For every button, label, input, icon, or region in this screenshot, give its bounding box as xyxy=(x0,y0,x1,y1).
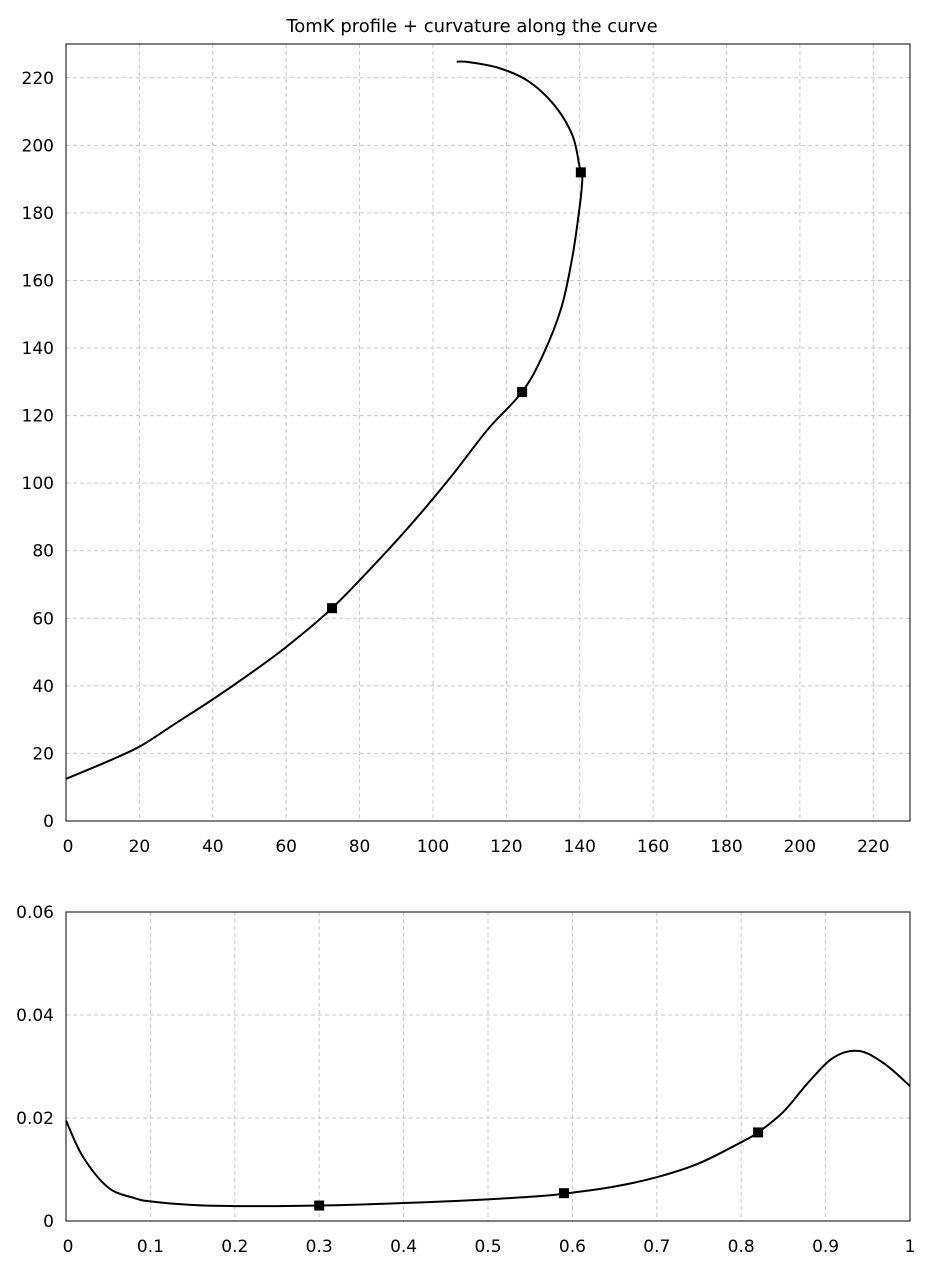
bottom-x-tick-label: 0.1 xyxy=(137,1237,164,1257)
top-x-tick-label: 60 xyxy=(275,837,297,857)
top-x-tick-label: 40 xyxy=(202,837,224,857)
bottom-plot: 0 0.1 0.2 0.3 0.4 0.5 0.6 0.7 0.8 0.9 1 00.020.040… xyxy=(16,903,915,1257)
bottom-y-tick-label: 0 xyxy=(43,1212,54,1232)
top-y-tick-label: 60 xyxy=(32,609,54,629)
bottom-x-tick-label: 0.5 xyxy=(474,1237,501,1257)
bottom-x-tick-label: 0 xyxy=(63,1237,74,1257)
top-x-tick-label: 0 xyxy=(63,837,74,857)
top-x-tick-label: 100 xyxy=(417,837,449,857)
top-y-ticks: 0 20 40 60 80 100 120 140 160 180 200 220 xyxy=(22,69,54,832)
top-y-tick-label: 80 xyxy=(32,542,54,562)
bottom-y-tick-label: 0.04 xyxy=(16,1006,54,1026)
top-marker xyxy=(327,603,338,614)
bottom-marker xyxy=(753,1127,764,1138)
bottom-x-tick-label: 0.2 xyxy=(221,1237,248,1257)
top-y-tick-label: 20 xyxy=(32,744,54,764)
top-marker xyxy=(517,386,528,397)
top-y-tick-label: 40 xyxy=(32,677,54,697)
bottom-grid xyxy=(66,911,911,1221)
top-x-tick-label: 200 xyxy=(784,837,816,857)
curvature-curve xyxy=(65,1049,911,1208)
bottom-x-tick-label: 0.7 xyxy=(643,1237,670,1257)
top-y-tick-label: 200 xyxy=(22,136,54,156)
top-y-tick-label: 160 xyxy=(22,271,54,291)
top-y-tick-label: 0 xyxy=(43,812,54,832)
bottom-x-tick-label: 0.6 xyxy=(559,1237,586,1257)
top-y-tick-label: 140 xyxy=(22,339,54,359)
profile-curve xyxy=(65,60,584,780)
top-y-tick-label: 220 xyxy=(22,69,54,89)
bottom-y-tick-label: 0.02 xyxy=(16,1109,54,1129)
top-x-tick-label: 140 xyxy=(564,837,596,857)
top-marker xyxy=(575,167,586,178)
top-y-tick-label: 180 xyxy=(22,204,54,224)
top-plot: 0 20 40 60 80 100 120 140 160 180 200 220 0 20 40 60 80… xyxy=(22,43,911,857)
top-x-tick-label: 80 xyxy=(349,837,371,857)
top-x-tick-label: 220 xyxy=(857,837,889,857)
top-x-ticks: 0 20 40 60 80 100 120 140 160 180 200 220 xyxy=(63,837,890,857)
top-y-tick-label: 100 xyxy=(22,474,54,494)
bottom-x-tick-label: 0.8 xyxy=(728,1237,755,1257)
bottom-plot-frame xyxy=(65,911,911,1222)
top-x-tick-label: 180 xyxy=(710,837,742,857)
bottom-x-ticks: 0 0.1 0.2 0.3 0.4 0.5 0.6 0.7 0.8 0.9 1 xyxy=(63,1237,916,1257)
bottom-marker xyxy=(558,1188,569,1199)
bottom-y-ticks: 0 0.02 0.04 0.06 xyxy=(16,903,54,1232)
bottom-x-tick-label: 0.9 xyxy=(812,1237,839,1257)
top-x-tick-label: 160 xyxy=(637,837,669,857)
bottom-x-tick-label: 1 xyxy=(905,1237,916,1257)
top-grid xyxy=(66,44,910,821)
top-x-tick-label: 120 xyxy=(490,837,522,857)
bottom-marker xyxy=(314,1200,325,1211)
top-y-tick-label: 120 xyxy=(22,407,54,427)
profile-markers xyxy=(327,167,586,614)
bottom-x-tick-label: 0.3 xyxy=(306,1237,333,1257)
top-plot-frame xyxy=(65,43,911,822)
curvature-markers xyxy=(314,1127,764,1211)
top-x-tick-label: 20 xyxy=(129,837,151,857)
chart-title: TomK profile + curvature along the curve xyxy=(285,16,657,37)
bottom-y-tick-label: 0.06 xyxy=(16,903,54,923)
bottom-x-tick-label: 0.4 xyxy=(390,1237,417,1257)
